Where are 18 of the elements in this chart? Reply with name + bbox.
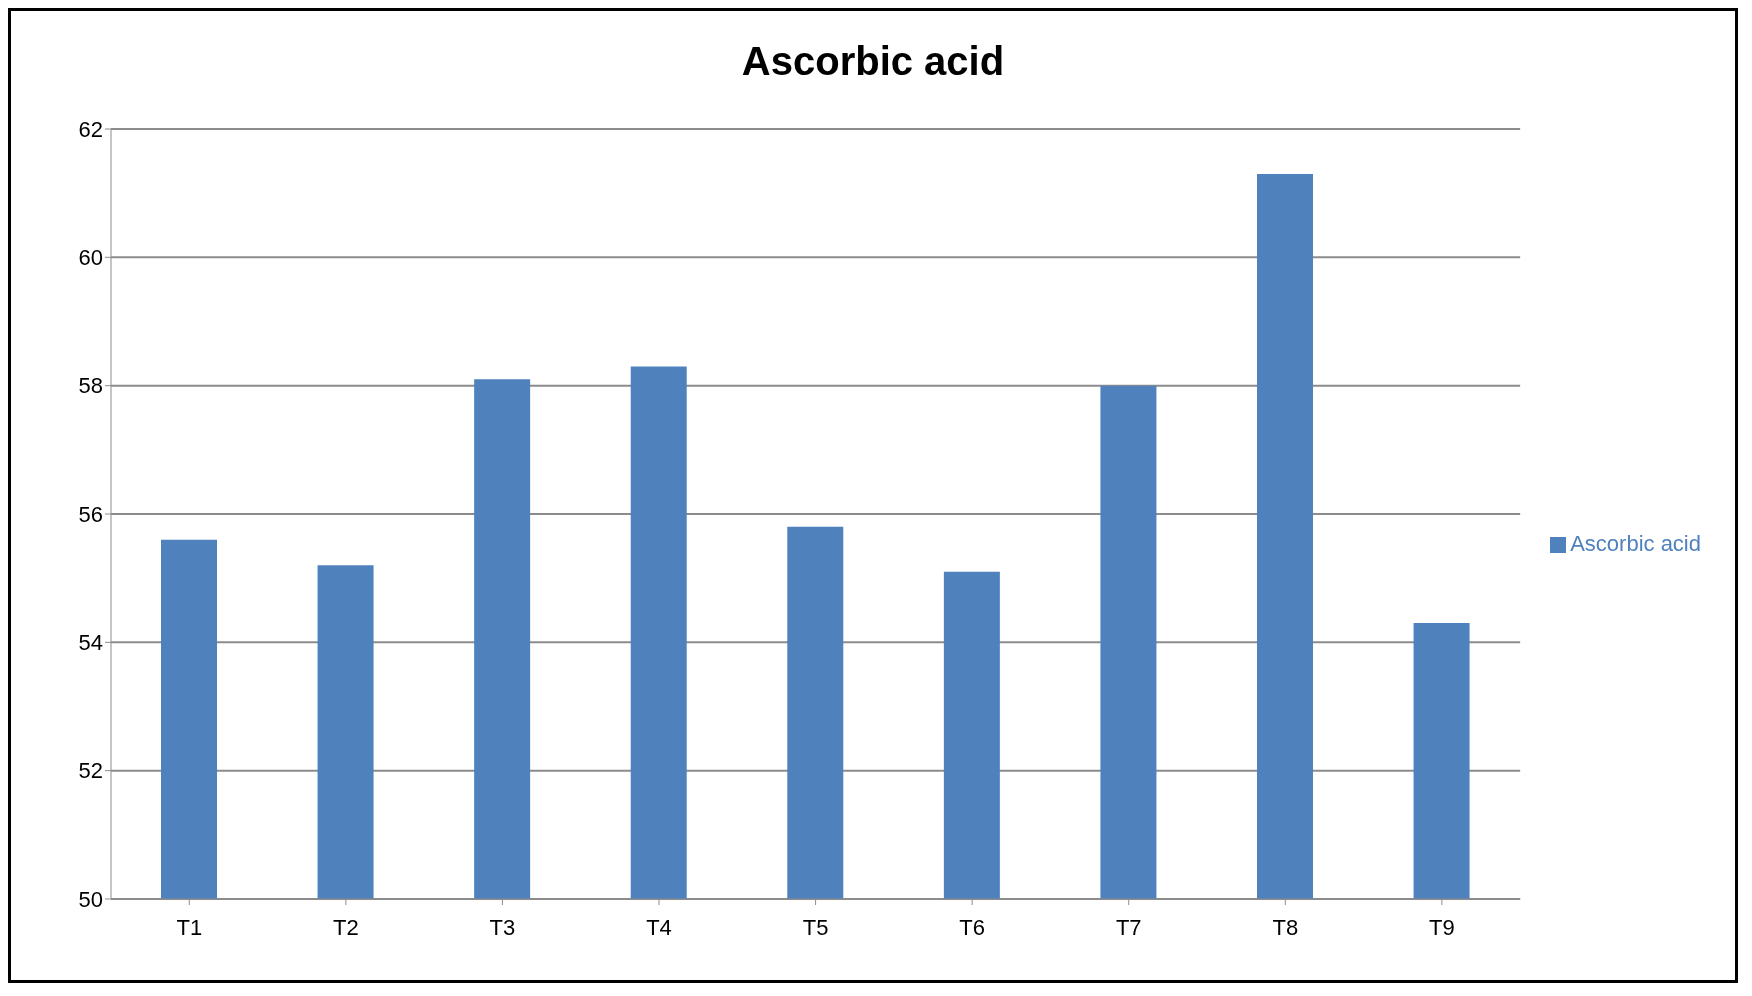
y-tick-label: 50 [78, 886, 103, 912]
x-tick-label: T6 [959, 914, 985, 940]
y-tick-label: 62 [78, 116, 103, 142]
x-tick-label: T5 [802, 914, 829, 940]
legend-label: Ascorbic acid [1570, 531, 1701, 556]
x-tick-label: T8 [1272, 914, 1299, 940]
x-tick-label: T4 [646, 914, 672, 940]
y-tick-label: 54 [78, 630, 103, 656]
x-tick-label: T7 [1115, 914, 1142, 940]
y-tick-label: 60 [78, 245, 103, 271]
x-tick-label: T9 [1429, 914, 1455, 940]
x-tick-label: T1 [176, 914, 203, 940]
chart-title: Ascorbic acid [740, 38, 1006, 85]
x-tick-label: T3 [489, 914, 516, 940]
y-tick-label: 52 [78, 758, 103, 784]
x-tick-label: T2 [333, 914, 359, 940]
y-tick-label: 58 [78, 373, 103, 399]
y-tick-label: 56 [78, 501, 103, 527]
